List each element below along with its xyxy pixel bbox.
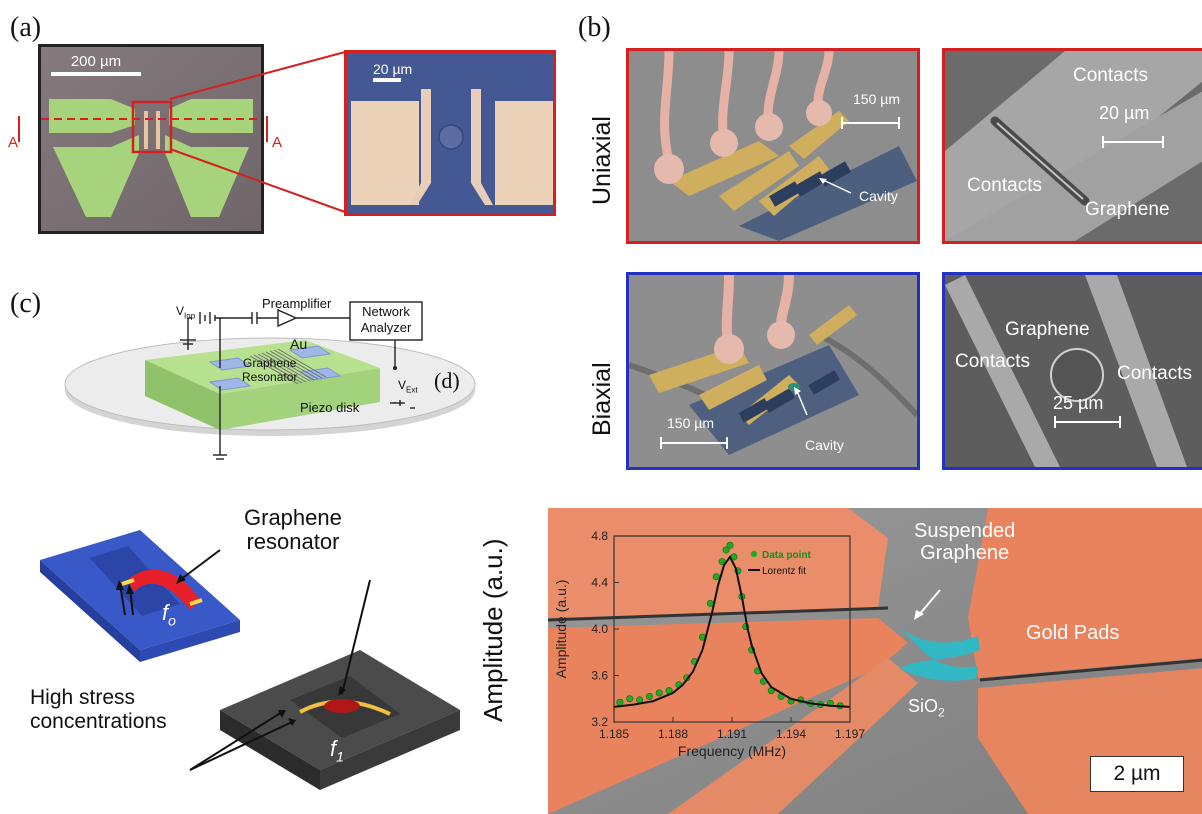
stress-schematic xyxy=(40,530,460,790)
zoom-connector xyxy=(169,51,346,213)
piezo-disk-label: Piezo disk xyxy=(300,400,360,415)
scale-label-25um: 25 µm xyxy=(1053,393,1104,413)
data-point xyxy=(616,698,624,706)
data-point xyxy=(645,692,653,700)
graphene-label-a: Graphene xyxy=(1085,199,1170,220)
scale-bar-20um: 20 µm xyxy=(373,61,419,82)
network-analyzer-label: Network Analyzer xyxy=(360,304,412,335)
f0-label: fo xyxy=(162,600,176,629)
resonator-label: Graphene resonator xyxy=(244,505,342,554)
data-point xyxy=(655,689,663,697)
amplitude-axis-label: Amplitude (a.u.) xyxy=(478,538,508,722)
panel-a-zoom-micrograph: 20 µm xyxy=(344,50,556,216)
graphene-resonator-label: Graphene Resonator xyxy=(242,356,298,384)
section-marker-left: A xyxy=(8,116,20,151)
legend-label-fit: Lorentz fit xyxy=(762,566,806,577)
cavity-label-b: Cavity xyxy=(805,437,844,453)
x-tick-label: 1.194 xyxy=(776,727,806,741)
measurement-setup-schematic xyxy=(64,301,476,460)
cavity-label-a: Cavity xyxy=(859,188,898,204)
sem-suspended-graphene: Suspended Graphene Gold Pads SiO2 2 µm xyxy=(548,508,1202,814)
y-tick-label: 4.8 xyxy=(591,529,608,543)
section-marker-right: A xyxy=(266,116,282,151)
f1-label: f1 xyxy=(330,736,344,765)
resonance-inset-chart: 1.185 1.188 1.191 1.194 1.197 3.2 3.6 4.0 4.4 4.8… xyxy=(553,529,865,759)
y-tick-label: 4.4 xyxy=(591,576,608,590)
data-point xyxy=(712,573,720,581)
x-axis-label: Frequency (MHz) xyxy=(678,743,786,759)
contacts-label-left: Contacts xyxy=(967,175,1042,196)
scale-label-20um: 20 µm xyxy=(1099,103,1150,123)
y-tick-label: 3.6 xyxy=(591,669,608,683)
y-tick-label: 4.0 xyxy=(591,622,608,636)
panel-a-label: (a) xyxy=(10,12,42,43)
graphene-label-b: Graphene xyxy=(1005,319,1090,340)
scale-bar-200um: 200 µm xyxy=(51,53,141,76)
contacts-label-b-right: Contacts xyxy=(1117,363,1192,384)
panel-d-label: (d) xyxy=(434,368,460,393)
legend-label-data: Data point xyxy=(762,550,812,561)
panel-a-micrograph: 200 µm xyxy=(38,44,264,234)
sem-biaxial-zoom: Graphene Contacts Contacts 25 µm xyxy=(942,272,1202,470)
sem-biaxial-device: 150 µm Cavity xyxy=(626,272,920,470)
panel-c-label: (c) xyxy=(10,288,42,319)
au-label: Au xyxy=(290,336,308,352)
scale-label-150um-b: 150 µm xyxy=(667,415,714,431)
v-inp-label: VInp xyxy=(176,304,196,321)
data-point xyxy=(626,695,634,703)
x-tick-label: 1.188 xyxy=(658,727,688,741)
suspended-graphene-label: Suspended Graphene xyxy=(914,520,1016,564)
scale-label-150um-a: 150 µm xyxy=(853,91,900,107)
gold-pads-label: Gold Pads xyxy=(1026,622,1120,644)
lorentz-fit-line xyxy=(613,554,851,708)
contacts-label-b-left: Contacts xyxy=(955,351,1030,372)
x-tick-label: 1.185 xyxy=(599,727,629,741)
y-axis-label: Amplitude (a.u.) xyxy=(553,580,569,679)
y-tick-label: 3.2 xyxy=(591,715,608,729)
x-tick-label: 1.191 xyxy=(717,727,747,741)
row-title-biaxial: Biaxial xyxy=(588,362,616,436)
row-title-uniaxial: Uniaxial xyxy=(588,116,616,205)
legend-marker-data xyxy=(750,550,758,558)
data-point xyxy=(722,546,730,554)
sem-uniaxial-device: 150 µm Cavity xyxy=(626,48,920,244)
stress-label: High stress concentrations xyxy=(30,686,167,733)
sem-uniaxial-zoom: Contacts 20 µm Contacts Graphene xyxy=(942,48,1202,244)
sio2-label: SiO2 xyxy=(908,696,945,720)
v-ext-label: VExt xyxy=(398,378,418,395)
scale-bar-2um: 2 µm xyxy=(1090,756,1184,792)
data-point xyxy=(718,558,726,566)
x-tick-label: 1.197 xyxy=(835,727,865,741)
contacts-label-top: Contacts xyxy=(1073,65,1148,86)
data-point xyxy=(726,541,734,549)
panel-b-label: (b) xyxy=(578,12,611,43)
preamplifier-label: Preamplifier xyxy=(262,296,332,311)
